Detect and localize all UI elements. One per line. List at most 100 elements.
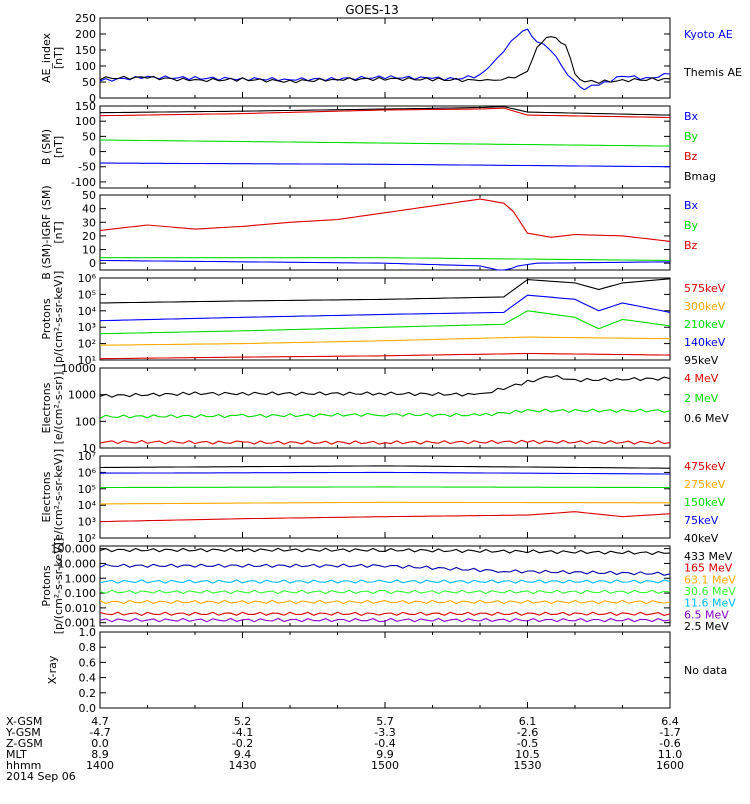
series-line-protons-4 bbox=[99, 352, 671, 360]
legend-entry: 0.6 MeV bbox=[684, 412, 729, 425]
legend-entry: 210keV bbox=[684, 318, 726, 331]
y-tick-label: 20 bbox=[82, 230, 96, 243]
series-line-bigrf-2 bbox=[100, 259, 671, 271]
legend-entry: 275keV bbox=[684, 478, 726, 491]
y-tick-label: 10.000 bbox=[58, 557, 97, 570]
legend-entry: 150keV bbox=[684, 496, 726, 509]
chart-title: GOES-13 bbox=[345, 3, 399, 17]
y-tick-label: -100 bbox=[71, 176, 96, 189]
y-axis-label: [p/(cm²-s-sr-keV)] bbox=[52, 538, 65, 635]
legend-entry: 433 MeV bbox=[684, 550, 733, 563]
y-axis-label: [e/(cm²-s-sr-keV)] bbox=[52, 449, 65, 545]
x-row-value: 1430 bbox=[229, 759, 257, 772]
legend-entry: 75keV bbox=[684, 514, 719, 527]
y-tick-label: 0.0 bbox=[79, 702, 97, 715]
legend-entry: Themis AE bbox=[683, 66, 742, 79]
legend-entry: 40keV bbox=[684, 532, 719, 545]
legend-entry: Bx bbox=[684, 110, 699, 123]
y-tick-label: 0.2 bbox=[79, 687, 97, 700]
y-tick-label: 40 bbox=[82, 203, 96, 216]
y-tick-label: 10000 bbox=[61, 362, 96, 375]
series-line-electrons2-0 bbox=[99, 465, 670, 469]
y-tick-label: 0.001 bbox=[65, 617, 97, 630]
y-axis-label: Protons bbox=[40, 565, 53, 606]
series-line-bsm-2 bbox=[99, 139, 671, 147]
x-row-value: -0.5 bbox=[517, 737, 538, 750]
y-tick-label: 1.0 bbox=[79, 626, 97, 639]
y-tick-label: 100 bbox=[75, 415, 96, 428]
legend-entry: 2.5 MeV bbox=[684, 620, 729, 633]
series-line-ae-0 bbox=[99, 28, 671, 91]
series-line-protons2-1 bbox=[99, 563, 671, 576]
y-tick-label: 150 bbox=[75, 100, 96, 113]
x-row-label: hhmm bbox=[6, 759, 41, 772]
series-line-protons2-4 bbox=[99, 599, 671, 605]
y-tick-label: 1000 bbox=[68, 389, 96, 402]
y-axis-label: [nT] bbox=[52, 221, 65, 243]
series-line-protons-3 bbox=[99, 336, 671, 346]
x-row-label: X-GSM bbox=[6, 715, 42, 728]
legend-entry: Bz bbox=[684, 239, 698, 252]
series-line-electrons2-2 bbox=[100, 486, 670, 489]
series-line-protons2-2 bbox=[99, 579, 671, 584]
x-row-value: 5.7 bbox=[376, 715, 394, 728]
y-tick-label: 100.000 bbox=[51, 543, 97, 556]
panel-frame bbox=[99, 194, 671, 271]
legend-entry: No data bbox=[684, 664, 727, 677]
legend-entry: Bz bbox=[684, 150, 698, 163]
y-tick-label: 10 bbox=[82, 442, 96, 455]
series-line-protons-2 bbox=[99, 310, 671, 335]
y-tick-label: 100 bbox=[75, 115, 96, 128]
legend-entry: Bx bbox=[684, 199, 699, 212]
x-row-value: 0.0 bbox=[91, 737, 109, 750]
series-line-electrons1-2 bbox=[99, 439, 671, 445]
y-tick-label: 50 bbox=[82, 76, 96, 89]
y-tick-label: 10⁴ bbox=[78, 305, 97, 318]
date-label: 2014 Sep 06 bbox=[6, 770, 76, 783]
x-row-value: -4.1 bbox=[232, 726, 253, 739]
legend-entry: 165 MeV bbox=[684, 562, 733, 575]
y-tick-label: 0 bbox=[89, 257, 96, 270]
y-tick-label: 0.6 bbox=[79, 656, 97, 669]
y-tick-label: 10² bbox=[78, 338, 96, 351]
legend-entry: 2 MeV bbox=[684, 392, 719, 405]
y-tick-label: 10³ bbox=[78, 321, 96, 334]
legend-entry: 11.6 MeV bbox=[684, 597, 736, 610]
y-axis-label: [nT] bbox=[52, 47, 65, 69]
series-line-bsm-3 bbox=[100, 162, 670, 168]
legend-entry: 63.1 MeV bbox=[684, 573, 736, 586]
legend-entry: 575keV bbox=[684, 282, 726, 295]
y-axis-label: AE_index bbox=[40, 32, 53, 83]
series-line-electrons2-3 bbox=[100, 501, 670, 505]
y-tick-label: 0.4 bbox=[79, 672, 97, 685]
x-row-value: 11.0 bbox=[658, 748, 683, 761]
series-line-protons2-0 bbox=[99, 547, 671, 556]
y-tick-label: 0 bbox=[89, 92, 96, 105]
series-line-electrons1-0 bbox=[99, 374, 671, 398]
y-tick-label: 10⁵ bbox=[78, 483, 96, 496]
legend-entry: Kyoto AE bbox=[684, 28, 733, 41]
series-line-electrons2-4 bbox=[99, 511, 671, 523]
y-tick-label: 150 bbox=[75, 44, 96, 57]
panel-electrons1: 10 100 1000 10000 Electrons [e/(cm²-s-sr)] 4 M… bbox=[40, 362, 729, 455]
legend-entry: By bbox=[684, 219, 699, 232]
x-row-value: 1400 bbox=[86, 759, 114, 772]
y-tick-label: 10³ bbox=[78, 516, 96, 529]
x-row-value: 1600 bbox=[656, 759, 684, 772]
panel-protons: 10¹ 10² 10³ 10⁴ 10⁵ 10⁶ Protons [p/(cm²-s-sr-ke… bbox=[40, 271, 726, 368]
y-tick-label: 10⁶ bbox=[78, 272, 97, 285]
y-axis-label: B (SM) bbox=[40, 129, 53, 165]
series-line-bigrf-1 bbox=[100, 257, 671, 262]
x-row-value: -1.7 bbox=[659, 726, 680, 739]
y-tick-label: 0.8 bbox=[79, 641, 97, 654]
y-tick-label: 1.000 bbox=[65, 572, 97, 585]
x-row-value: -4.7 bbox=[89, 726, 110, 739]
y-axis-label: B (SM)-IGRF (SM) bbox=[40, 185, 53, 279]
x-row-label: MLT bbox=[6, 748, 27, 761]
y-tick-label: 50 bbox=[82, 189, 96, 202]
x-row-label: Y-GSM bbox=[5, 726, 41, 739]
y-tick-label: 10⁶ bbox=[78, 466, 97, 479]
y-tick-label: 200 bbox=[75, 28, 96, 41]
